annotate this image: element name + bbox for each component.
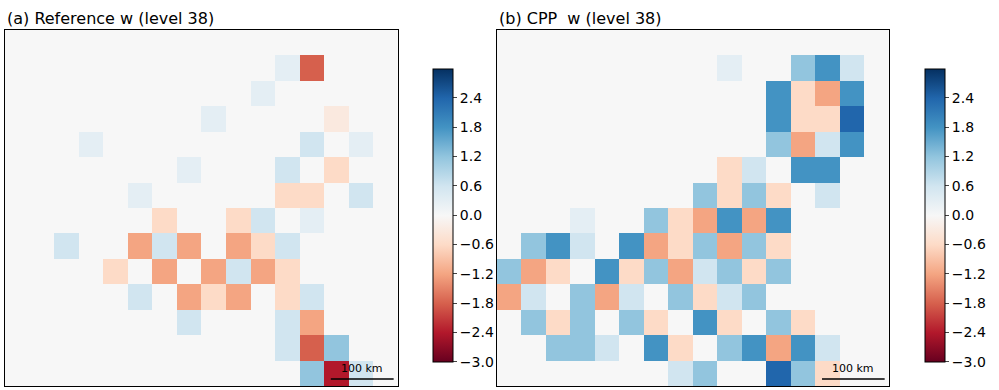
svg-text:2.4: 2.4: [952, 90, 974, 106]
svg-text:1.2: 1.2: [952, 148, 974, 164]
svg-text:(b) CPP w (level 38): (b) CPP w (level 38): [499, 9, 662, 28]
svg-text:−0.6: −0.6: [460, 236, 494, 252]
svg-text:1.2: 1.2: [460, 148, 482, 164]
svg-text:−3.0: −3.0: [460, 354, 494, 370]
svg-text:−2.4: −2.4: [460, 324, 494, 340]
svg-text:−1.2: −1.2: [460, 266, 494, 282]
svg-text:−1.8: −1.8: [952, 295, 986, 311]
svg-text:−2.4: −2.4: [952, 324, 986, 340]
svg-text:1.8: 1.8: [952, 119, 974, 135]
svg-text:0.0: 0.0: [952, 207, 974, 223]
svg-text:0.0: 0.0: [460, 207, 482, 223]
svg-text:0.6: 0.6: [952, 178, 974, 194]
svg-text:100 km: 100 km: [341, 362, 383, 375]
svg-text:100 km: 100 km: [832, 362, 874, 375]
svg-text:−1.2: −1.2: [952, 266, 986, 282]
svg-text:0.6: 0.6: [460, 178, 482, 194]
svg-text:−3.0: −3.0: [952, 354, 986, 370]
svg-text:2.4: 2.4: [460, 90, 482, 106]
svg-text:−0.6: −0.6: [952, 236, 986, 252]
svg-text:(a) Reference w (level 38): (a) Reference w (level 38): [7, 9, 214, 28]
svg-text:1.8: 1.8: [460, 119, 482, 135]
svg-text:−1.8: −1.8: [460, 295, 494, 311]
